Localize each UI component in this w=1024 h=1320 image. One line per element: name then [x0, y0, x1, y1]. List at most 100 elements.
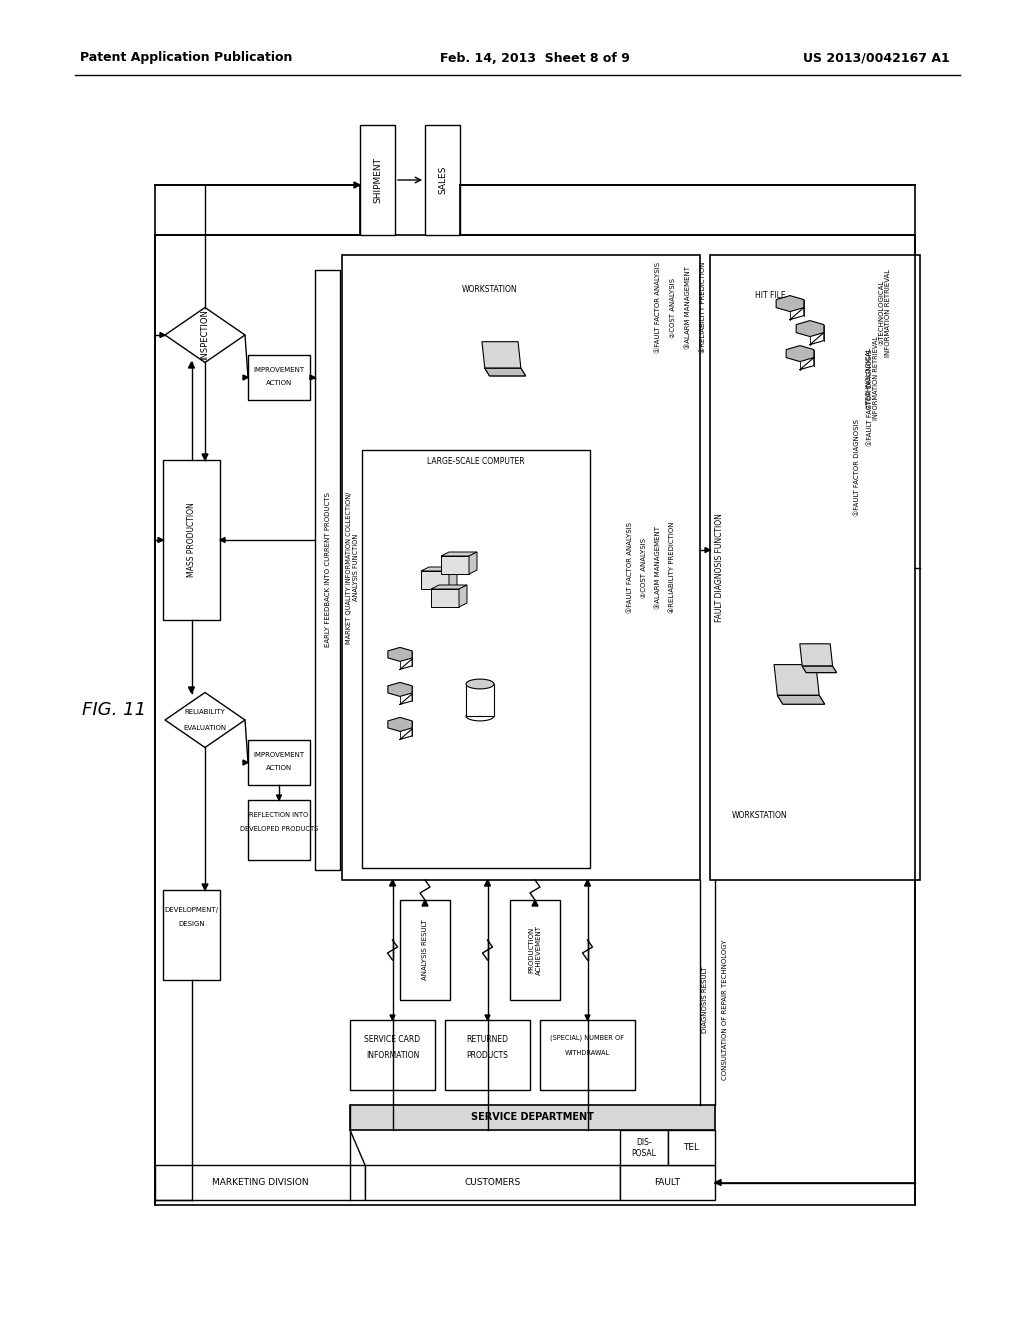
Text: INSPECTION: INSPECTION [201, 310, 210, 360]
Polygon shape [485, 1015, 490, 1020]
Text: IMPROVEMENT: IMPROVEMENT [253, 752, 304, 758]
Bar [350, 1020, 435, 1090]
Polygon shape [585, 880, 591, 886]
Text: MARKET QUALITY INFORMATION COLLECTION/
ANALYSIS FUNCTION: MARKET QUALITY INFORMATION COLLECTION/ A… [346, 491, 359, 644]
Bar [163, 890, 220, 979]
Text: SALES: SALES [438, 166, 447, 194]
Polygon shape [202, 884, 208, 890]
Text: IMPROVEMENT: IMPROVEMENT [253, 367, 304, 374]
Polygon shape [802, 667, 837, 673]
Text: SHIPMENT: SHIPMENT [373, 157, 382, 203]
Text: FAULT: FAULT [654, 1177, 681, 1187]
Polygon shape [243, 760, 248, 766]
Bar [163, 459, 220, 620]
Polygon shape [469, 552, 477, 574]
Text: EVALUATION: EVALUATION [183, 725, 226, 731]
Text: DEVELOPED PRODUCTS: DEVELOPED PRODUCTS [240, 826, 318, 832]
Polygon shape [796, 321, 824, 337]
Text: ④RELIABILITY PREDICTION: ④RELIABILITY PREDICTION [669, 521, 675, 614]
Text: ①FAULT FACTOR ANALYSIS: ①FAULT FACTOR ANALYSIS [627, 521, 633, 612]
Polygon shape [220, 537, 225, 543]
Bar [425, 125, 460, 235]
Text: HIT FILE: HIT FILE [755, 290, 785, 300]
Text: FIG. 11: FIG. 11 [82, 701, 146, 719]
Polygon shape [482, 342, 521, 368]
Polygon shape [388, 717, 412, 731]
Text: DIS-
POSAL: DIS- POSAL [632, 1138, 656, 1158]
Polygon shape [786, 346, 814, 362]
Polygon shape [421, 572, 449, 589]
Polygon shape [776, 296, 804, 312]
Bar [710, 255, 920, 880]
Ellipse shape [466, 711, 494, 721]
Bar [668, 1130, 715, 1166]
Text: WORKSTATION: WORKSTATION [462, 285, 518, 294]
Bar [620, 1166, 715, 1200]
Bar [360, 125, 395, 235]
Text: ①FAULT FACTOR DIAGNOSIS: ①FAULT FACTOR DIAGNOSIS [867, 348, 873, 446]
Text: MASS PRODUCTION: MASS PRODUCTION [187, 503, 196, 577]
Bar [155, 1166, 365, 1200]
Text: REFLECTION INTO: REFLECTION INTO [250, 812, 308, 818]
Polygon shape [431, 589, 459, 607]
Polygon shape [459, 585, 467, 607]
Polygon shape [484, 368, 525, 376]
Polygon shape [388, 647, 412, 661]
Polygon shape [202, 454, 208, 459]
Bar [248, 741, 310, 785]
Polygon shape [800, 644, 833, 667]
Polygon shape [160, 333, 165, 338]
Bar [620, 1130, 668, 1166]
Text: RELIABILITY: RELIABILITY [184, 709, 225, 715]
Text: ③ALARM MANAGEMENT: ③ALARM MANAGEMENT [685, 267, 691, 348]
Text: Feb. 14, 2013  Sheet 8 of 9: Feb. 14, 2013 Sheet 8 of 9 [440, 51, 630, 65]
Polygon shape [310, 375, 315, 380]
Polygon shape [777, 696, 824, 704]
Bar [510, 900, 560, 1001]
Text: CONSULTATION OF REPAIR TECHNOLOGY: CONSULTATION OF REPAIR TECHNOLOGY [722, 940, 728, 1080]
Bar [362, 450, 590, 869]
Bar [248, 800, 310, 861]
Text: SERVICE CARD: SERVICE CARD [365, 1035, 421, 1044]
Polygon shape [484, 368, 525, 376]
Text: ①FAULT FACTOR DIAGNOSIS: ①FAULT FACTOR DIAGNOSIS [854, 418, 860, 516]
Polygon shape [389, 880, 395, 886]
Polygon shape [421, 568, 457, 572]
Text: LARGE-SCALE COMPUTER: LARGE-SCALE COMPUTER [427, 458, 525, 466]
Text: DESIGN: DESIGN [178, 921, 205, 927]
Text: US 2013/0042167 A1: US 2013/0042167 A1 [803, 51, 950, 65]
Polygon shape [422, 900, 428, 906]
Text: EARLY FEEDBACK INTO CURRENT PRODUCTS: EARLY FEEDBACK INTO CURRENT PRODUCTS [325, 492, 331, 647]
Text: WORKSTATION: WORKSTATION [732, 810, 787, 820]
Bar [466, 684, 494, 715]
Polygon shape [705, 548, 710, 553]
Polygon shape [777, 696, 824, 704]
Polygon shape [158, 537, 163, 543]
Text: DIAGNOSIS RESULT: DIAGNOSIS RESULT [702, 966, 708, 1034]
Polygon shape [774, 664, 819, 696]
Bar [400, 900, 450, 1001]
Bar [248, 355, 310, 400]
Text: Patent Application Publication: Patent Application Publication [80, 51, 293, 65]
Ellipse shape [466, 678, 494, 689]
Polygon shape [441, 556, 469, 574]
Polygon shape [390, 1015, 395, 1020]
Text: MARKETING DIVISION: MARKETING DIVISION [212, 1177, 308, 1187]
Text: ACTION: ACTION [266, 380, 292, 385]
Polygon shape [441, 552, 477, 556]
Bar [155, 235, 915, 1205]
Text: ANALYSIS RESULT: ANALYSIS RESULT [422, 920, 428, 981]
Text: ②TECHNOLOGICAL
INFORMATION RETRIEVAL: ②TECHNOLOGICAL INFORMATION RETRIEVAL [865, 335, 879, 420]
Text: INFORMATION: INFORMATION [366, 1051, 419, 1060]
Text: PRODUCTS: PRODUCTS [467, 1051, 509, 1060]
Text: ②COST ANALYSIS: ②COST ANALYSIS [641, 537, 647, 598]
Polygon shape [165, 308, 245, 363]
Text: ②TECHNOLOGICAL
INFORMATION RETRIEVAL: ②TECHNOLOGICAL INFORMATION RETRIEVAL [879, 268, 892, 356]
Text: FAULT DIAGNOSIS FUNCTION: FAULT DIAGNOSIS FUNCTION [716, 513, 725, 622]
Polygon shape [243, 375, 248, 380]
Text: ②COST ANALYSIS: ②COST ANALYSIS [670, 277, 676, 338]
Polygon shape [802, 667, 837, 673]
Text: (SPECIAL) NUMBER OF: (SPECIAL) NUMBER OF [551, 1035, 625, 1041]
Bar [540, 1020, 635, 1090]
Polygon shape [188, 686, 195, 693]
